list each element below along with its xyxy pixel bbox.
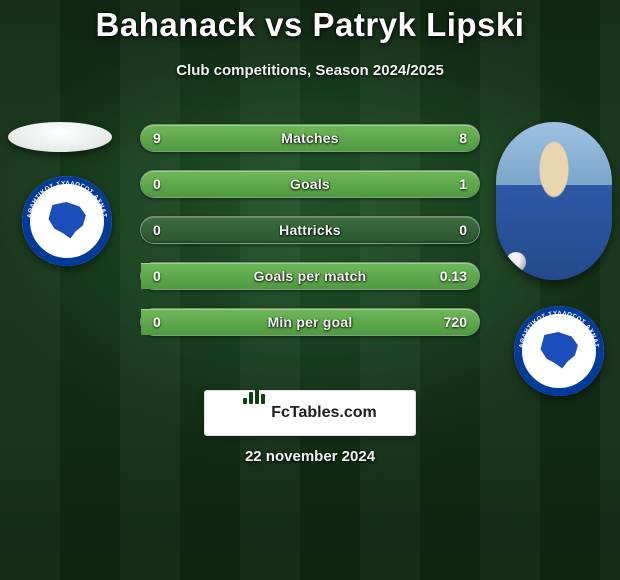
- date-text: 22 november 2024: [0, 448, 620, 465]
- watermark: FcTables.com: [204, 390, 416, 436]
- player-right-avatar: [496, 122, 612, 280]
- stat-label: Hattricks: [141, 217, 479, 243]
- svg-text:ΕΘΝΙΚΟΣ: ΕΘΝΙΚΟΣ: [538, 370, 579, 385]
- club-badge-left: ΑΘΛΗΤΙΚΟΣ ΣΥΛΛΟΓΟΣ ΑΧΝΑΣ ΕΘΝΙΚΟΣ: [22, 176, 112, 266]
- stats-container: 98Matches 01Goals 00Hattricks 00.13Goals pe…: [140, 124, 480, 354]
- badge-text-bottom: ΕΘΝΙΚΟΣ: [46, 240, 87, 255]
- player-left-avatar: [8, 122, 112, 152]
- subtitle: Club competitions, Season 2024/2025: [0, 62, 620, 79]
- badge-text-top: ΑΘΛΗΤΙΚΟΣ ΣΥΛΛΟΓΟΣ ΑΧΝΑΣ: [518, 310, 600, 349]
- watermark-text: FcTables.com: [271, 404, 377, 422]
- svg-text:ΕΘΝΙΚΟΣ: ΕΘΝΙΚΟΣ: [46, 240, 87, 255]
- svg-text:ΑΘΛΗΤΙΚΟΣ ΣΥΛΛΟΓΟΣ ΑΧΝΑΣ: ΑΘΛΗΤΙΚΟΣ ΣΥΛΛΟΓΟΣ ΑΧΝΑΣ: [518, 310, 600, 349]
- stat-bar: 00.13Goals per match: [140, 262, 480, 290]
- badge-ring-text: ΑΘΛΗΤΙΚΟΣ ΣΥΛΛΟΓΟΣ ΑΧΝΑΣ ΕΘΝΙΚΟΣ: [514, 306, 604, 396]
- club-badge-right: ΑΘΛΗΤΙΚΟΣ ΣΥΛΛΟΓΟΣ ΑΧΝΑΣ ΕΘΝΙΚΟΣ: [514, 306, 604, 396]
- stat-bar: 0720Min per goal: [140, 308, 480, 336]
- svg-text:ΑΘΛΗΤΙΚΟΣ ΣΥΛΛΟΓΟΣ ΑΧΝΑΣ: ΑΘΛΗΤΙΚΟΣ ΣΥΛΛΟΓΟΣ ΑΧΝΑΣ: [26, 180, 108, 219]
- stat-label: Min per goal: [141, 309, 479, 335]
- stat-label: Goals per match: [141, 263, 479, 289]
- badge-ring-text: ΑΘΛΗΤΙΚΟΣ ΣΥΛΛΟΓΟΣ ΑΧΝΑΣ ΕΘΝΙΚΟΣ: [22, 176, 112, 266]
- badge-text-bottom: ΕΘΝΙΚΟΣ: [538, 370, 579, 385]
- badge-text-top: ΑΘΛΗΤΙΚΟΣ ΣΥΛΛΟΓΟΣ ΑΧΝΑΣ: [26, 180, 108, 219]
- watermark-chart-icon: [243, 404, 265, 422]
- stat-bar: 01Goals: [140, 170, 480, 198]
- stat-label: Matches: [141, 125, 479, 151]
- stat-label: Goals: [141, 171, 479, 197]
- stat-bar: 00Hattricks: [140, 216, 480, 244]
- stat-bar: 98Matches: [140, 124, 480, 152]
- page-title: Bahanack vs Patryk Lipski: [0, 6, 620, 44]
